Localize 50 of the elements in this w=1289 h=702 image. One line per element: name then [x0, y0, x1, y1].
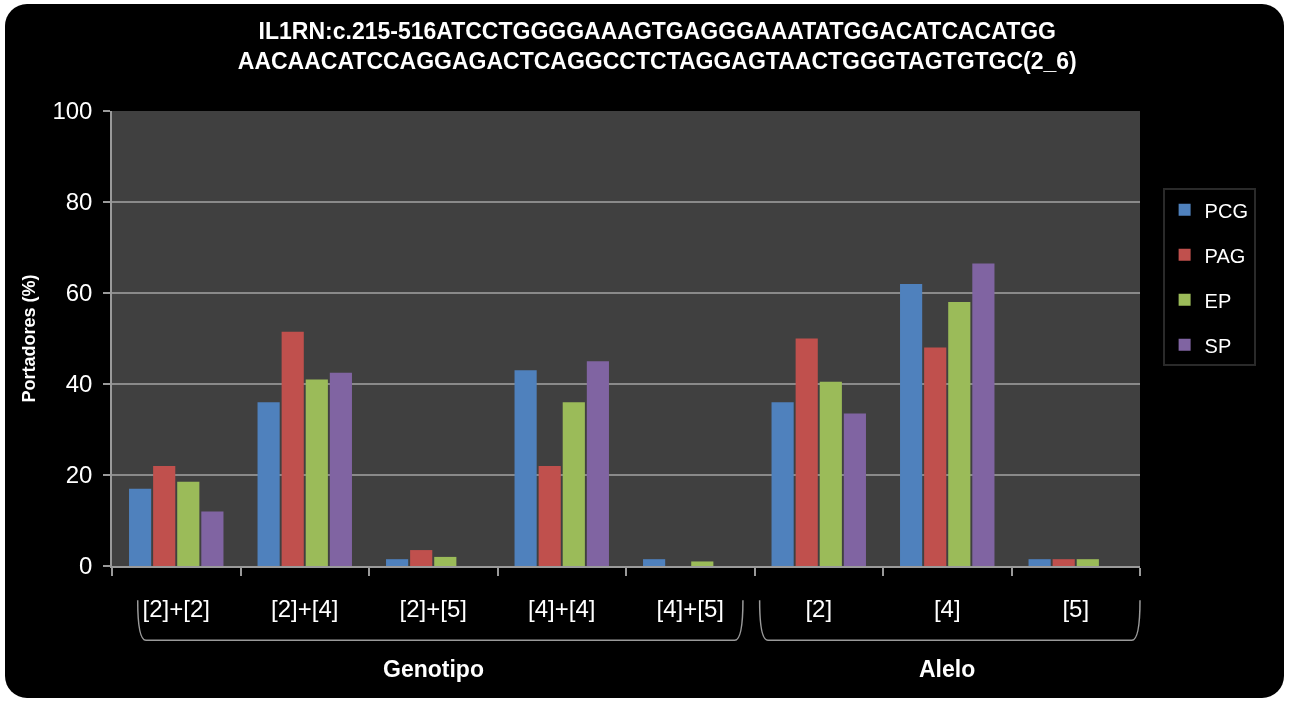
bar: [843, 413, 866, 566]
y-axis-title: Portadores (%): [19, 274, 40, 403]
x-tick-label: [2]+[5]: [399, 594, 467, 622]
y-tick-label: 0: [79, 552, 93, 580]
bar: [434, 556, 457, 566]
bar: [257, 402, 280, 566]
x-tick-label: [4]+[5]: [656, 594, 724, 622]
bar: [948, 302, 971, 566]
legend-label: PAG: [1204, 244, 1246, 267]
bar: [386, 559, 409, 566]
bar: [281, 331, 304, 566]
bar: [795, 338, 818, 566]
x-tick-label: [2]+[4]: [271, 594, 339, 622]
bar: [1028, 559, 1051, 566]
text: Alelo: [919, 656, 976, 682]
y-tick-label: 20: [65, 461, 93, 489]
bar: [562, 402, 585, 566]
chart-title: IL1RN:c.215-516ATCCTGGGGAAAGTGAGGGAAATATGGACATCACATGG AACAACATCCAGGAGACTCAGGCCTCTAGGAGTAACTGGGTAGTGTGC(2_6): [237, 17, 1077, 74]
bar: [771, 402, 794, 566]
x-tick-label: [5]: [1062, 594, 1090, 622]
bar: [1076, 559, 1099, 566]
y-tick-label: 80: [65, 188, 93, 216]
bar: [129, 488, 152, 566]
bar: [201, 511, 224, 566]
y-tick-label: 40: [65, 370, 93, 398]
bar: [1052, 559, 1075, 566]
bar: [691, 561, 714, 566]
x-tick-label: [2]: [805, 594, 833, 622]
x-tick-label: [2]+[2]: [142, 594, 210, 622]
x-tick-label: [4]: [933, 594, 961, 622]
y-tick-label: 60: [65, 279, 93, 307]
bar: [329, 372, 352, 566]
bar: [514, 370, 537, 566]
bar: [900, 283, 923, 566]
legend-label: EP: [1204, 289, 1232, 312]
bar: [586, 361, 609, 566]
bar: [305, 379, 328, 566]
legend-label: SP: [1204, 334, 1232, 357]
y-tick-label: 100: [52, 97, 93, 125]
bar: [538, 465, 561, 566]
bar: [177, 481, 200, 566]
bar: [972, 263, 995, 566]
bar: [410, 550, 433, 566]
legend-label: PCG: [1204, 199, 1248, 222]
x-tick-label: [4]+[4]: [528, 594, 596, 622]
bar: [819, 381, 842, 566]
text: Genotipo: [383, 656, 484, 682]
bar: [924, 347, 947, 566]
bar: [153, 465, 176, 566]
bar: [643, 559, 666, 566]
